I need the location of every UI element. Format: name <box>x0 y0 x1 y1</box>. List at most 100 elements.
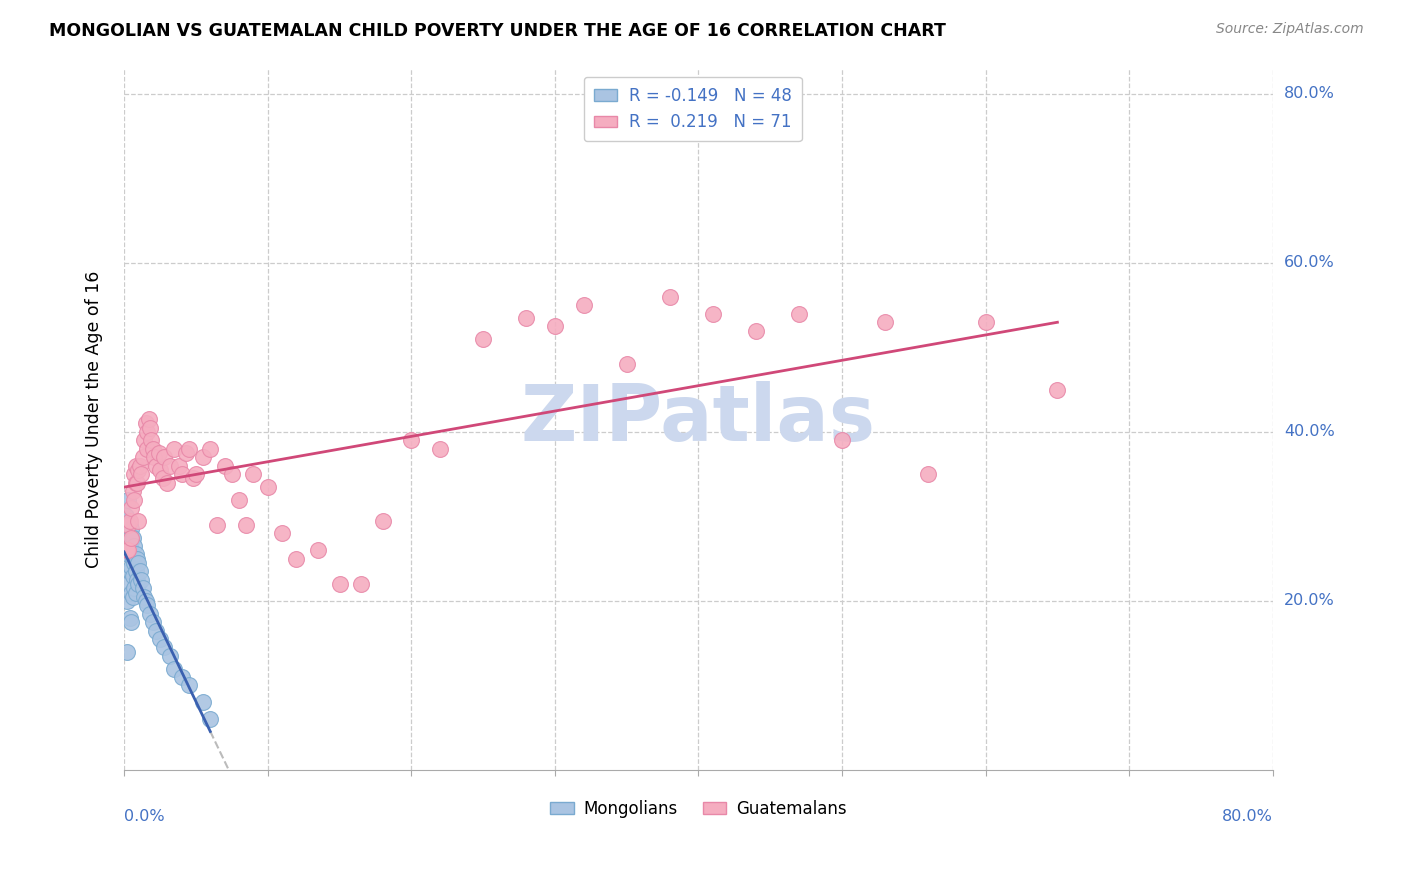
Point <box>745 324 768 338</box>
Point <box>174 446 197 460</box>
Point <box>207 517 229 532</box>
Point <box>124 458 146 473</box>
Text: Source: ZipAtlas.com: Source: ZipAtlas.com <box>1216 22 1364 37</box>
Point <box>139 607 162 621</box>
Point <box>117 577 139 591</box>
Point <box>117 543 139 558</box>
Point <box>115 534 138 549</box>
Text: 80.0%: 80.0% <box>1284 87 1334 102</box>
Point <box>120 501 142 516</box>
Point <box>153 640 176 655</box>
Point <box>134 434 156 448</box>
Text: MONGOLIAN VS GUATEMALAN CHILD POVERTY UNDER THE AGE OF 16 CORRELATION CHART: MONGOLIAN VS GUATEMALAN CHILD POVERTY UN… <box>49 22 946 40</box>
Point <box>136 442 159 456</box>
Point <box>135 417 157 431</box>
Point <box>118 611 141 625</box>
Point <box>544 319 567 334</box>
Point <box>125 551 148 566</box>
Point <box>125 573 148 587</box>
Point <box>129 458 152 473</box>
Point <box>122 539 145 553</box>
Point <box>401 434 423 448</box>
Point <box>120 585 142 599</box>
Point <box>138 412 160 426</box>
Point <box>152 471 174 485</box>
Point <box>120 560 142 574</box>
Point <box>131 573 153 587</box>
Point <box>132 582 155 596</box>
Point <box>121 551 143 566</box>
Point <box>572 298 595 312</box>
Point <box>114 509 136 524</box>
Point <box>228 492 250 507</box>
Point <box>285 551 308 566</box>
Point <box>120 543 142 558</box>
Point <box>117 492 139 507</box>
Point <box>122 467 145 482</box>
Point <box>117 517 139 532</box>
Point <box>120 615 142 629</box>
Point <box>125 475 148 490</box>
Point <box>658 290 681 304</box>
Point <box>118 539 141 553</box>
Point <box>159 648 181 663</box>
Point <box>128 463 150 477</box>
Point <box>122 582 145 596</box>
Point <box>118 517 141 532</box>
Point <box>136 598 159 612</box>
Point <box>115 543 138 558</box>
Point <box>128 514 150 528</box>
Point <box>148 446 170 460</box>
Point <box>118 565 141 579</box>
Point <box>472 332 495 346</box>
Point <box>117 522 139 536</box>
Point <box>141 434 163 448</box>
Point <box>256 480 278 494</box>
Point <box>235 517 257 532</box>
Point <box>145 624 167 638</box>
Point <box>200 712 222 726</box>
Text: 40.0%: 40.0% <box>1284 425 1334 440</box>
Point <box>371 514 394 528</box>
Point <box>1046 383 1069 397</box>
Point <box>145 458 167 473</box>
Point <box>191 450 214 465</box>
Point <box>242 467 264 482</box>
Text: 80.0%: 80.0% <box>1222 808 1272 823</box>
Legend: Mongolians, Guatemalans: Mongolians, Guatemalans <box>544 794 853 825</box>
Point <box>121 568 143 582</box>
Point <box>135 594 157 608</box>
Point <box>515 310 537 325</box>
Point <box>124 548 146 562</box>
Point <box>136 425 159 439</box>
Point <box>163 442 186 456</box>
Point <box>163 662 186 676</box>
Point <box>177 442 200 456</box>
Point <box>115 645 138 659</box>
Point <box>917 467 939 482</box>
Point <box>429 442 451 456</box>
Point <box>134 590 156 604</box>
Point <box>184 467 207 482</box>
Point <box>117 548 139 562</box>
Point <box>121 484 143 499</box>
Point <box>128 556 150 570</box>
Point <box>177 678 200 692</box>
Point <box>221 467 243 482</box>
Point <box>831 434 853 448</box>
Text: ZIPatlas: ZIPatlas <box>522 381 876 458</box>
Text: 0.0%: 0.0% <box>124 808 165 823</box>
Point <box>875 315 897 329</box>
Point <box>616 357 638 371</box>
Point <box>115 594 138 608</box>
Point <box>124 565 146 579</box>
Text: 20.0%: 20.0% <box>1284 593 1334 608</box>
Text: 60.0%: 60.0% <box>1284 255 1334 270</box>
Point <box>129 565 152 579</box>
Point <box>167 458 190 473</box>
Point <box>170 467 193 482</box>
Point <box>271 526 294 541</box>
Point <box>159 458 181 473</box>
Y-axis label: Child Poverty Under the Age of 16: Child Poverty Under the Age of 16 <box>86 270 103 568</box>
Point <box>120 531 142 545</box>
